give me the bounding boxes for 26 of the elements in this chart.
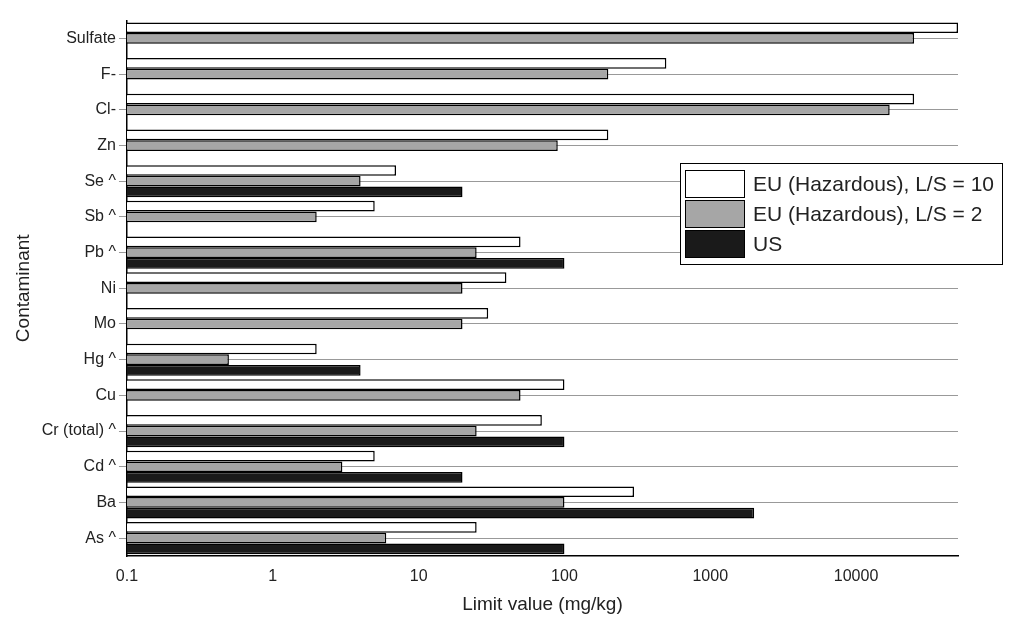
legend-label: EU (Hazardous), L/S = 2 (752, 202, 983, 226)
legend-label: US (752, 232, 783, 256)
y-tick-label: Sb ^ (84, 207, 117, 225)
y-tick-label: F- (100, 64, 116, 82)
x-tick-label: 1000 (692, 567, 729, 585)
x-tick-label: 100 (551, 567, 578, 585)
y-tick-label: Zn (97, 135, 116, 153)
y-tick-label: Cd ^ (83, 457, 117, 475)
y-tick-label: Pb ^ (84, 243, 117, 261)
x-tick-label: 10000 (833, 567, 879, 585)
x-tick-label: 1 (268, 567, 278, 585)
x-axis-title: Limit value (mg/kg) (462, 592, 623, 614)
y-tick-label: Se ^ (84, 171, 117, 189)
y-axis-title: Contaminant (11, 233, 33, 343)
y-tick-label: Mo (93, 314, 117, 332)
y-tick-label: Cu (95, 385, 116, 403)
y-tick-label: Cr (total) ^ (41, 421, 117, 439)
x-tick-label: 10 (409, 567, 428, 585)
y-tick-label: Ni (100, 278, 116, 296)
y-tick-label: Sulfate (66, 28, 117, 46)
y-tick-label: Hg ^ (83, 350, 117, 368)
x-tick-label: 0.1 (115, 567, 139, 585)
y-tick-label: As ^ (85, 528, 117, 546)
text: EU (Hazardous), L/S = 10 (752, 172, 994, 196)
y-tick-label: Cl- (95, 100, 116, 118)
y-tick-label: Ba (96, 492, 117, 510)
